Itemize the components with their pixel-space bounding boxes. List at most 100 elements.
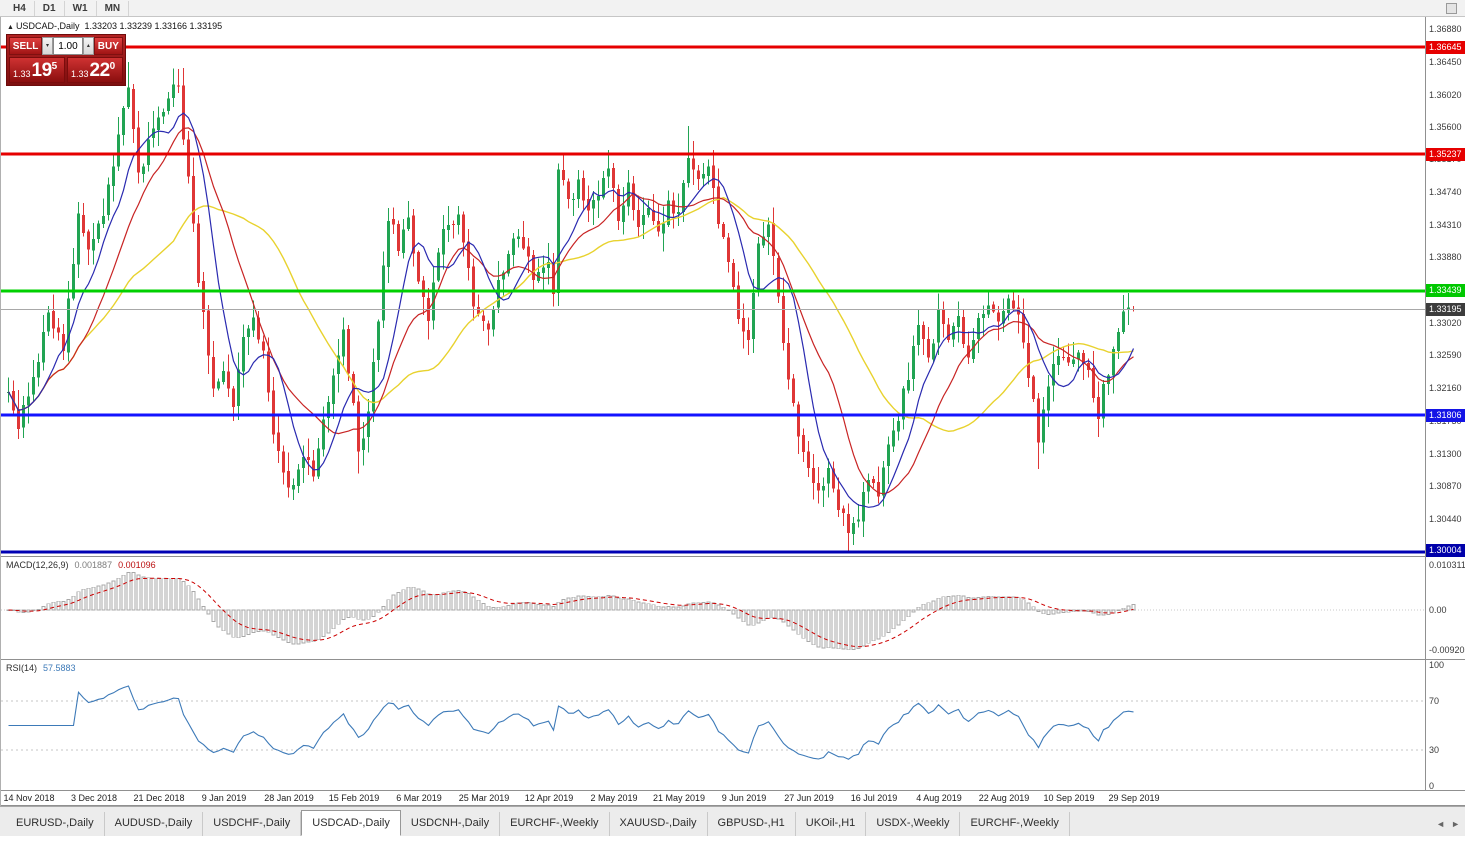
symbol-marker-icon: ▲: [7, 24, 14, 31]
timeframe-button-group: H4 D1 W1 MN: [5, 0, 130, 16]
chart-tab-4[interactable]: USDCNH-,Daily: [401, 812, 501, 836]
buy-price-pipette: 0: [109, 61, 116, 72]
time-label-16: 10 Sep 2019: [1043, 793, 1095, 803]
time-label-15: 22 Aug 2019: [978, 793, 1030, 803]
time-axis[interactable]: 14 Nov 2018 3 Dec 2018 21 Dec 2018 9 Jan 20…: [1, 791, 1465, 806]
price-badge-2: 1.33439: [1426, 284, 1465, 297]
chart-tab-10[interactable]: EURCHF-,Weekly: [960, 812, 1070, 836]
chart-tab-0[interactable]: EURUSD-,Daily: [6, 812, 105, 836]
macd-main-value: 0.001887: [74, 560, 113, 570]
price-chart-canvas[interactable]: [1, 17, 1426, 557]
price-badge-5: 1.30004: [1426, 544, 1465, 557]
chart-title: ▲ USDCAD-,Daily 1.33203 1.33239 1.33166 1.…: [7, 21, 222, 31]
timeframe-button-2[interactable]: W1: [65, 0, 97, 16]
rsi-tick-1: 70: [1429, 696, 1440, 706]
tab-scroll-right-icon[interactable]: ►: [1451, 819, 1460, 829]
price-tick-2: 1.36020: [1429, 90, 1462, 100]
price-pane: ▲ USDCAD-,Daily 1.33203 1.33239 1.33166 1.…: [1, 17, 1465, 557]
rsi-chart-canvas[interactable]: [1, 660, 1426, 791]
time-label-13: 16 Jul 2019: [850, 793, 898, 803]
macd-chart-canvas[interactable]: [1, 557, 1426, 660]
timeframe-button-0[interactable]: H4: [5, 0, 35, 16]
time-label-7: 25 Mar 2019: [458, 793, 510, 803]
time-label-2: 21 Dec 2018: [133, 793, 185, 803]
time-label-8: 12 Apr 2019: [524, 793, 574, 803]
price-tick-3: 1.35600: [1429, 122, 1462, 132]
sell-price-prefix: 1.33: [13, 69, 31, 79]
macd-pane: MACD(12,26,9) 0.001887 0.001096 0.010311 0.…: [1, 557, 1465, 660]
price-badge-1: 1.35237: [1426, 148, 1465, 161]
buy-button[interactable]: BUY: [93, 37, 123, 55]
volume-decrease-icon[interactable]: ▾: [42, 37, 53, 55]
chart-tab-2[interactable]: USDCHF-,Daily: [203, 812, 302, 836]
price-tick-13: 1.30870: [1429, 481, 1462, 491]
rsi-tick-0: 100: [1429, 660, 1445, 670]
price-badge-4: 1.31806: [1426, 409, 1465, 422]
rsi-label: RSI(14) 57.5883: [6, 663, 76, 673]
timeframe-button-3[interactable]: MN: [97, 0, 130, 16]
sell-price-big-digits: 19: [31, 60, 53, 81]
tab-scroll-left-icon[interactable]: ◄: [1436, 819, 1446, 829]
chart-tab-bar: EURUSD-,Daily AUDUSD-,Daily USDCHF-,Daily U…: [0, 806, 1465, 836]
rsi-axis[interactable]: 100 70 30 0: [1425, 660, 1465, 791]
chart-ohlc-label: 1.33203 1.33239 1.33166 1.33195: [84, 21, 223, 31]
rsi-tick-3: 0: [1429, 781, 1435, 791]
macd-axis[interactable]: 0.010311 0.00 -0.009203: [1425, 557, 1465, 659]
volume-input[interactable]: [52, 37, 83, 55]
time-label-17: 29 Sep 2019: [1108, 793, 1160, 803]
macd-name: MACD(12,26,9): [6, 560, 69, 570]
price-axis[interactable]: 1.368801.364501.360201.356001.351701.347…: [1425, 17, 1465, 557]
macd-label: MACD(12,26,9) 0.001887 0.001096: [6, 560, 156, 570]
sell-button[interactable]: SELL: [9, 37, 43, 55]
macd-tick-2: -0.009203: [1429, 645, 1465, 655]
buy-price-big-digits: 22: [89, 60, 111, 81]
price-tick-10: 1.32160: [1429, 383, 1462, 393]
time-label-14: 4 Aug 2019: [916, 793, 962, 803]
buy-price-display[interactable]: 1.33 22 0: [67, 57, 123, 83]
macd-tick-0: 0.010311: [1429, 560, 1465, 570]
price-tick-12: 1.31300: [1429, 449, 1462, 459]
price-tick-0: 1.36880: [1429, 24, 1462, 34]
chart-tab-6[interactable]: XAUUSD-,Daily: [610, 812, 708, 836]
timeframe-button-1[interactable]: D1: [35, 0, 65, 16]
price-tick-6: 1.34310: [1429, 220, 1462, 230]
rsi-name: RSI(14): [6, 663, 38, 673]
time-label-6: 6 Mar 2019: [396, 793, 442, 803]
tab-scroll-controls: ◄ ►: [1436, 819, 1460, 829]
time-label-10: 21 May 2019: [652, 793, 706, 803]
time-label-0: 14 Nov 2018: [3, 793, 55, 803]
rsi-pane: RSI(14) 57.5883 100 70 30 0: [1, 660, 1465, 791]
sell-price-display[interactable]: 1.33 19 5: [9, 57, 65, 83]
chart-tabs: EURUSD-,Daily AUDUSD-,Daily USDCHF-,Daily U…: [6, 810, 1070, 836]
rsi-value: 57.5883: [43, 663, 76, 673]
chart-tab-7[interactable]: GBPUSD-,H1: [708, 812, 796, 836]
time-label-1: 3 Dec 2018: [70, 793, 118, 803]
chart-tab-9[interactable]: USDX-,Weekly: [866, 812, 961, 836]
one-click-trade-panel: SELL ▾ ▴ BUY 1.33 19 5 1.33 22 0: [6, 34, 126, 86]
sell-price-pipette: 5: [51, 61, 58, 72]
time-label-3: 9 Jan 2019: [201, 793, 247, 803]
time-label-9: 2 May 2019: [590, 793, 638, 803]
price-tick-7: 1.33880: [1429, 252, 1462, 262]
time-label-5: 15 Feb 2019: [328, 793, 380, 803]
time-label-4: 28 Jan 2019: [264, 793, 314, 803]
price-tick-14: 1.30440: [1429, 514, 1462, 524]
chart-tab-3[interactable]: USDCAD-,Daily: [301, 810, 401, 836]
macd-tick-1: 0.00: [1429, 605, 1447, 615]
chart-tab-5[interactable]: EURCHF-,Weekly: [500, 812, 610, 836]
price-tick-9: 1.32590: [1429, 350, 1462, 360]
chart-tab-1[interactable]: AUDUSD-,Daily: [105, 812, 204, 836]
top-toolbar: H4 D1 W1 MN: [0, 0, 1465, 17]
price-tick-1: 1.36450: [1429, 57, 1462, 67]
time-label-12: 27 Jun 2019: [784, 793, 834, 803]
price-badge-0: 1.36645: [1426, 41, 1465, 54]
rsi-tick-2: 30: [1429, 745, 1440, 755]
chart-tab-8[interactable]: UKOil-,H1: [796, 812, 867, 836]
price-badge-3: 1.33195: [1426, 303, 1465, 316]
chart-window: ▲ USDCAD-,Daily 1.33203 1.33239 1.33166 1.…: [0, 17, 1465, 806]
price-tick-5: 1.34740: [1429, 187, 1462, 197]
new-chart-window-icon[interactable]: [1446, 3, 1457, 14]
chart-symbol-label: USDCAD-,Daily: [15, 21, 80, 31]
time-label-11: 9 Jun 2019: [721, 793, 767, 803]
volume-increase-icon[interactable]: ▴: [82, 37, 94, 55]
